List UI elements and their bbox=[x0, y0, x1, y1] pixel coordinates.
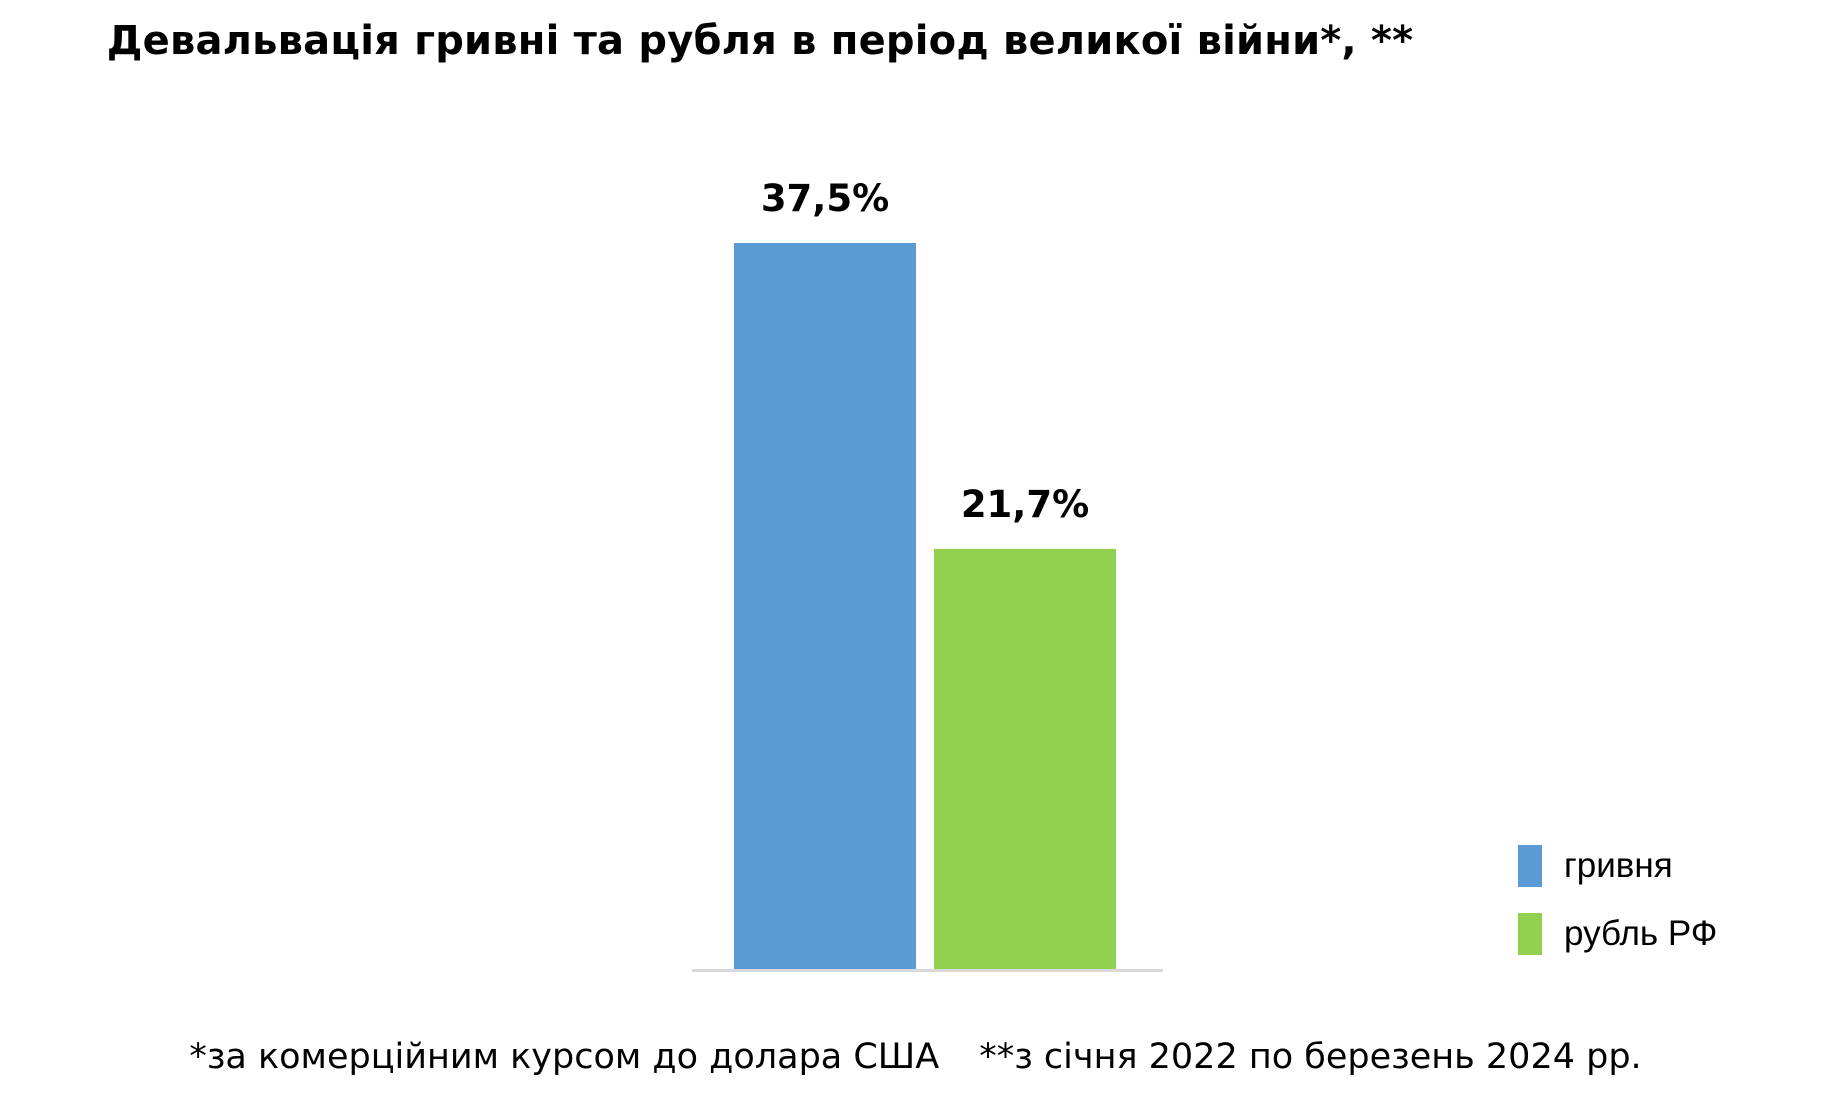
footnote: *за комерційним курсом до долара США **з … bbox=[0, 1037, 1831, 1077]
data-label-ruble: 21,7% bbox=[961, 483, 1089, 526]
footnote-period: **з січня 2022 по березень 2024 рр. bbox=[979, 1037, 1642, 1077]
footnote-commercial-rate: *за комерційним курсом до долара США bbox=[189, 1037, 940, 1077]
legend-item-ruble: рубль РФ bbox=[1518, 913, 1818, 955]
legend-label-hryvnia: гривня bbox=[1564, 846, 1673, 885]
data-label-hryvnia: 37,5% bbox=[761, 177, 889, 220]
legend-item-hryvnia: гривня bbox=[1518, 845, 1818, 887]
legend-label-ruble: рубль РФ bbox=[1564, 914, 1718, 953]
legend-swatch-ruble bbox=[1518, 913, 1542, 955]
bar-ruble bbox=[934, 548, 1116, 969]
bar-hryvnia bbox=[734, 243, 916, 969]
legend-swatch-hryvnia bbox=[1518, 845, 1542, 887]
legend: гривня рубль РФ bbox=[1518, 845, 1818, 981]
chart-title: Девальвація гривні та рубля в період вел… bbox=[106, 18, 1414, 64]
